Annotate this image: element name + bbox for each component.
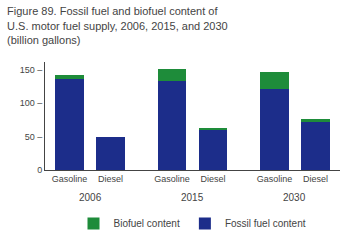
svg-text:Diesel: Diesel — [98, 174, 123, 184]
svg-text:50 –: 50 – — [25, 132, 43, 142]
svg-text:Diesel: Diesel — [303, 174, 328, 184]
svg-text:2030: 2030 — [283, 192, 306, 203]
svg-text:100 –: 100 – — [20, 98, 43, 108]
svg-text:Fossil fuel content: Fossil fuel content — [225, 218, 306, 229]
svg-text:Figure 89. Fossil fuel and bio: Figure 89. Fossil fuel and biofuel conte… — [7, 5, 228, 46]
svg-text:Gasoline: Gasoline — [257, 174, 293, 184]
svg-text:2006: 2006 — [79, 192, 102, 203]
svg-text:Biofuel content: Biofuel content — [114, 218, 180, 229]
svg-text:150 –: 150 – — [20, 65, 43, 75]
svg-text:Gasoline: Gasoline — [52, 174, 88, 184]
svg-text:0: 0 — [37, 165, 42, 175]
svg-text:2015: 2015 — [181, 192, 204, 203]
svg-text:Gasoline: Gasoline — [154, 174, 190, 184]
svg-text:Diesel: Diesel — [200, 174, 225, 184]
